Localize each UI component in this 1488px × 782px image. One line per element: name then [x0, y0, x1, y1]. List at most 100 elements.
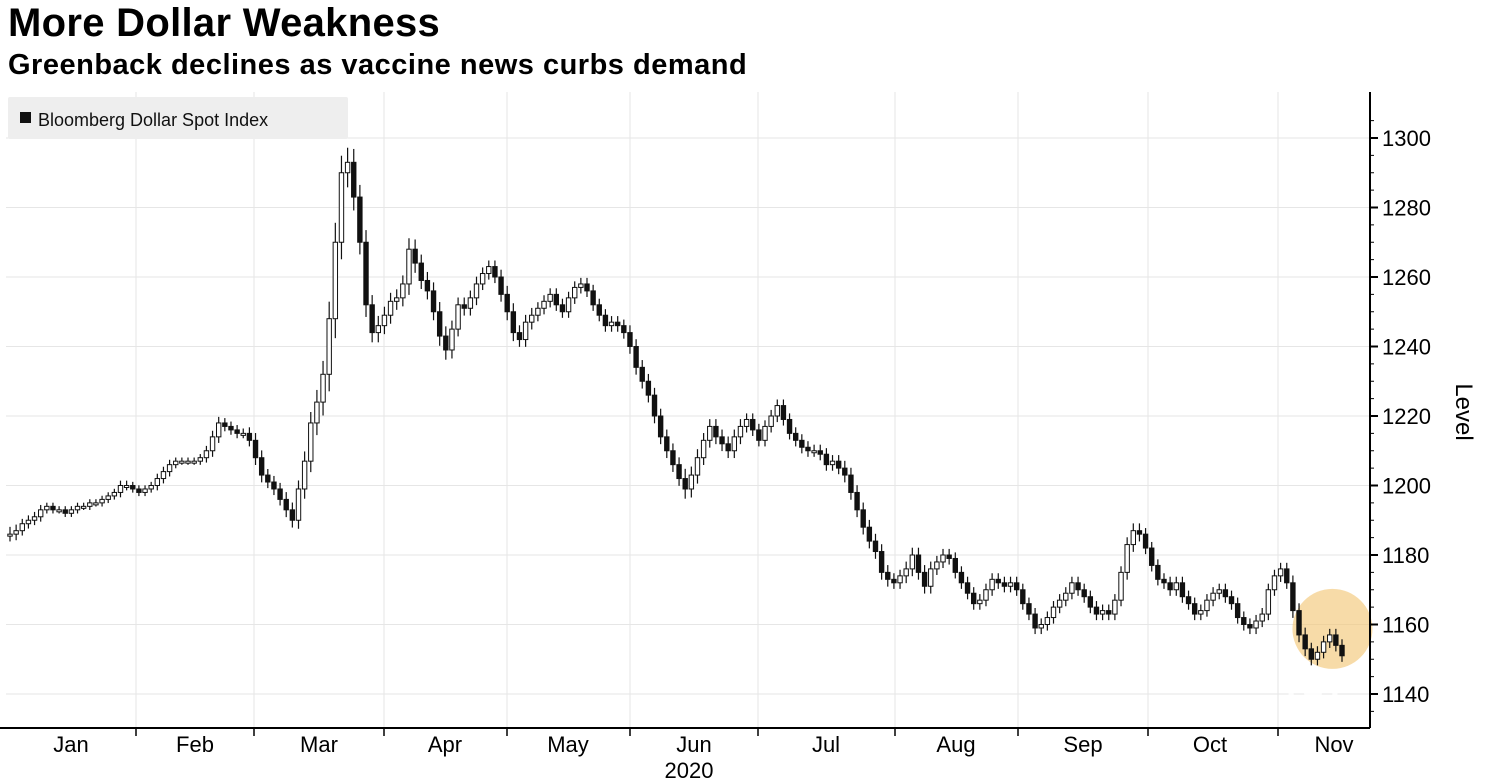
candle-body [240, 432, 246, 436]
candle-body [455, 304, 461, 330]
candle-body [436, 311, 443, 337]
candle-body [1081, 589, 1087, 598]
candle-body [142, 488, 148, 493]
candle-body [559, 304, 566, 313]
candle-body [805, 446, 811, 452]
candle-body [258, 457, 265, 476]
candle-body [271, 481, 277, 490]
candle-body [136, 488, 142, 493]
candle-body [639, 366, 645, 382]
candle-body [707, 425, 713, 441]
candle-body [572, 286, 578, 299]
y-tick-label: 1240 [1382, 335, 1431, 360]
highlight-layer [1292, 588, 1373, 669]
candle-body [1320, 641, 1327, 653]
candle-body [277, 488, 283, 500]
candle-body [860, 509, 866, 528]
candle-body [357, 196, 363, 243]
candle-body [541, 300, 547, 309]
candle-body [37, 509, 44, 518]
candle-body [394, 297, 400, 302]
candle-body [694, 457, 701, 476]
candle-body [842, 467, 848, 476]
candle-body [1228, 596, 1235, 605]
candle-body [338, 172, 345, 243]
candle-body [344, 161, 351, 174]
y-tick-label: 1300 [1382, 126, 1431, 151]
candle-body [166, 464, 173, 473]
candle-body [977, 599, 983, 605]
candle-body [743, 418, 750, 427]
candle-body [651, 394, 658, 417]
candle-body [1167, 582, 1173, 591]
candle-body [314, 401, 320, 424]
candle-body [1118, 571, 1124, 601]
candle-body [1327, 634, 1333, 643]
candle-body [817, 450, 823, 455]
legend-swatch [20, 112, 31, 123]
candle-body [1296, 610, 1302, 636]
candle-body [62, 509, 68, 514]
candle-body [1069, 582, 1075, 594]
candle-body [1210, 592, 1216, 601]
candle-body [657, 415, 664, 438]
candle-body [173, 460, 179, 466]
candle-body [645, 380, 652, 396]
candle-body [1063, 592, 1069, 601]
candle-body [1007, 582, 1014, 587]
candle-body [1265, 589, 1272, 615]
candle-body [915, 554, 922, 573]
candle-body [117, 485, 124, 493]
candle-body [522, 321, 529, 341]
candle-body [197, 457, 203, 462]
candle-body [209, 436, 216, 452]
candle-body [1013, 582, 1020, 591]
candle-body [301, 460, 308, 490]
candle-body [1099, 610, 1106, 615]
candle-body [676, 464, 682, 480]
candle-body [449, 328, 455, 351]
x-tick-label: Sep [1063, 732, 1102, 757]
candle-body [602, 314, 609, 327]
candle-body [1191, 603, 1198, 615]
candle-body [7, 533, 13, 537]
candle-body [596, 304, 602, 316]
candle-body [1308, 648, 1315, 660]
candle-body [443, 335, 449, 351]
candle-body [400, 283, 406, 299]
candle-body [1173, 582, 1179, 591]
candle-body [252, 439, 259, 459]
candle-body [87, 502, 93, 507]
candle-body [50, 505, 56, 511]
candle-body [1179, 582, 1186, 598]
candle-body [1222, 589, 1229, 598]
candle-body [1032, 613, 1038, 629]
candle-body [1149, 547, 1155, 566]
x-axis-year-label: 2020 [665, 758, 714, 782]
watermark-dot [1304, 683, 1322, 701]
x-tick-label: Mar [300, 732, 338, 757]
candle-body [148, 485, 154, 490]
y-axis-label: Level [1450, 383, 1477, 440]
candle-body [160, 471, 167, 480]
candle-body [989, 578, 995, 591]
candle-body [1247, 624, 1253, 629]
x-tick-label: Oct [1193, 732, 1227, 757]
candle-body [700, 439, 707, 459]
candle-body [940, 554, 946, 563]
candle-body [265, 474, 271, 483]
candle-body [664, 436, 670, 452]
chart-title: More Dollar Weakness [8, 1, 441, 45]
candle-body [713, 425, 719, 438]
candle-body [154, 478, 161, 486]
candle-body [56, 509, 62, 513]
candle-body [1056, 599, 1063, 608]
candle-body [1050, 606, 1057, 619]
candle-body [216, 422, 222, 438]
candle-body [872, 540, 879, 553]
candle-body [1155, 564, 1161, 580]
candle-body [535, 307, 541, 316]
candle-body [93, 502, 99, 506]
candle-body [621, 325, 627, 334]
candle-body [928, 568, 934, 587]
